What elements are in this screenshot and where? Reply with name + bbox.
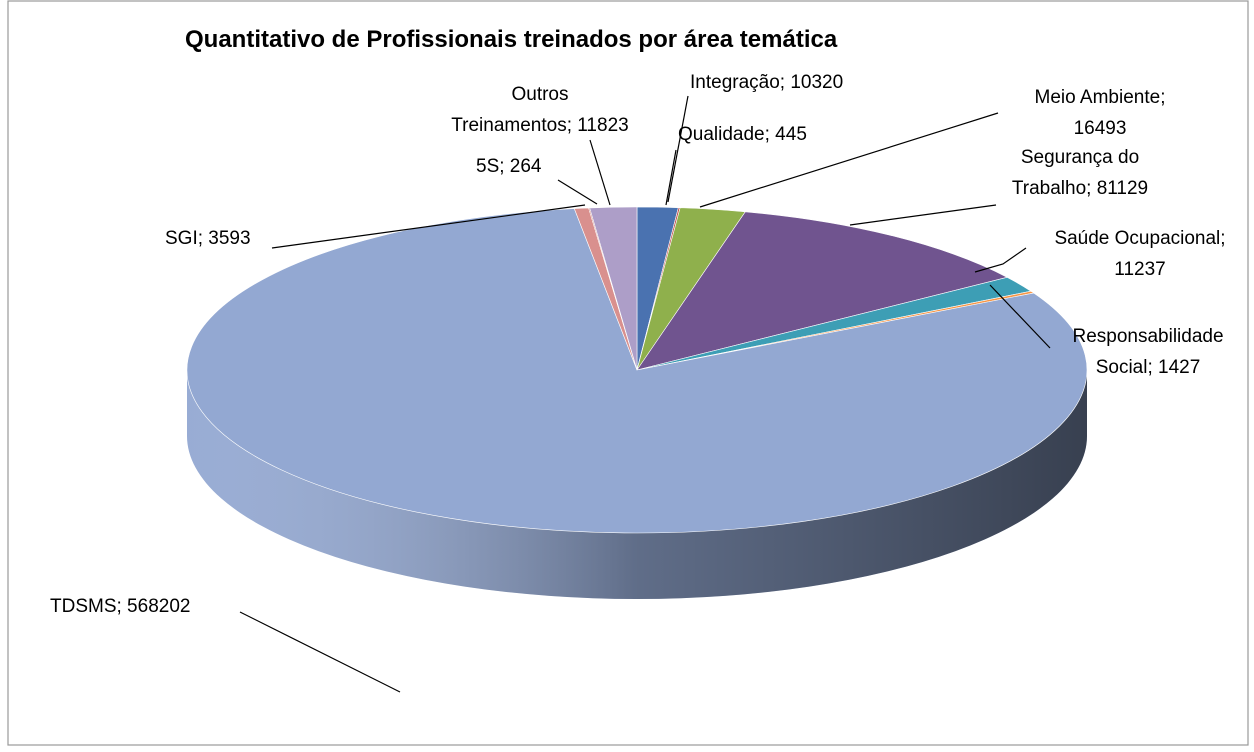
data-label: SGI; 3593 xyxy=(165,228,251,249)
data-label-line: Meio Ambiente; xyxy=(1035,87,1166,108)
chart-title: Quantitativo de Profissionais treinados … xyxy=(185,26,838,53)
data-labels: Integração; 10320 Qualidade; 445 Meio Ambi… xyxy=(50,72,1226,693)
data-label-line: 16493 xyxy=(1074,118,1127,139)
data-label-line: Treinamentos; 11823 xyxy=(451,115,628,136)
leader-line xyxy=(589,139,611,206)
data-label-line: Outros xyxy=(511,84,568,105)
data-label-line: Saúde Ocupacional; xyxy=(1054,228,1225,249)
leader-line xyxy=(667,95,689,203)
data-label: Meio Ambiente; 16493 xyxy=(1035,87,1166,139)
pie-tops xyxy=(186,206,1088,534)
data-label-line: Trabalho; 81129 xyxy=(1012,178,1148,199)
pie-side-shade xyxy=(187,370,1087,599)
leader-line xyxy=(974,247,1027,273)
data-label: Qualidade; 445 xyxy=(678,124,807,145)
data-label: Outros Treinamentos; 11823 xyxy=(451,84,628,136)
pie-slice xyxy=(186,208,1088,534)
leader-line xyxy=(989,284,1051,349)
leader-line xyxy=(557,179,598,205)
pie-sides xyxy=(187,370,1087,599)
data-label-line: Responsabilidade xyxy=(1072,326,1223,347)
data-label: Responsabilidade Social; 1427 xyxy=(1072,326,1223,378)
data-label: Integração; 10320 xyxy=(690,72,843,93)
data-label-line: Social; 1427 xyxy=(1096,357,1201,378)
leader-line xyxy=(699,112,999,208)
leader-line xyxy=(271,204,586,249)
data-label: TDSMS; 568202 xyxy=(50,596,190,617)
pie-slice xyxy=(589,206,638,371)
leader-line xyxy=(665,149,677,206)
data-label-line: Segurança do xyxy=(1021,147,1139,168)
data-label: Saúde Ocupacional; 11237 xyxy=(1054,228,1225,280)
leader-line xyxy=(239,611,401,693)
leader-line xyxy=(849,204,997,226)
data-label-line: 11237 xyxy=(1114,259,1165,280)
data-label: 5S; 264 xyxy=(476,156,542,177)
data-label: Segurança do Trabalho; 81129 xyxy=(1012,147,1148,199)
